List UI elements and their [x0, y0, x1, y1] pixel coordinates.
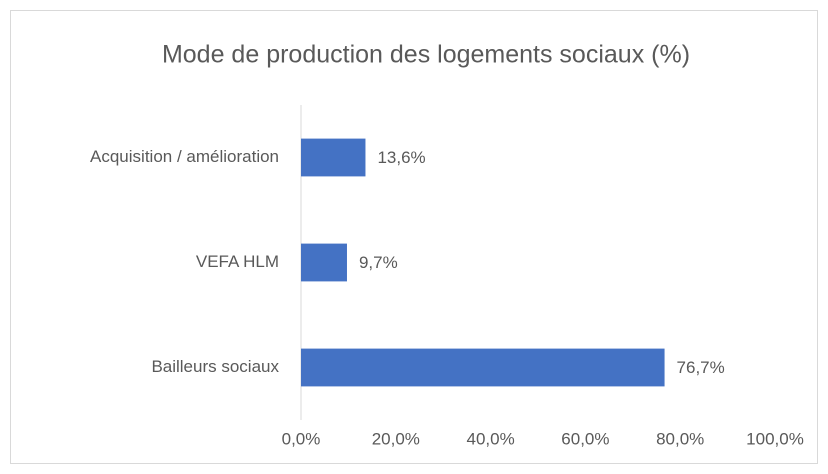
x-tick-label: 0,0%	[282, 429, 321, 448]
y-tick-label: VEFA HLM	[196, 252, 279, 271]
x-tick-label: 20,0%	[372, 429, 420, 448]
bar	[301, 243, 347, 282]
bar	[301, 348, 665, 387]
y-tick-label: Bailleurs sociaux	[151, 357, 279, 376]
x-tick-label: 80,0%	[656, 429, 704, 448]
x-tick-label: 100,0%	[746, 429, 804, 448]
value-label: 76,7%	[677, 358, 725, 377]
value-label: 9,7%	[359, 253, 398, 272]
y-tick-label: Acquisition / amélioration	[90, 147, 279, 166]
x-tick-label: 40,0%	[466, 429, 514, 448]
bar	[301, 138, 366, 177]
x-tick-label: 60,0%	[561, 429, 609, 448]
chart-border	[10, 10, 818, 464]
chart-title: Mode de production des logements sociaux…	[162, 41, 690, 69]
value-label: 13,6%	[377, 148, 425, 167]
